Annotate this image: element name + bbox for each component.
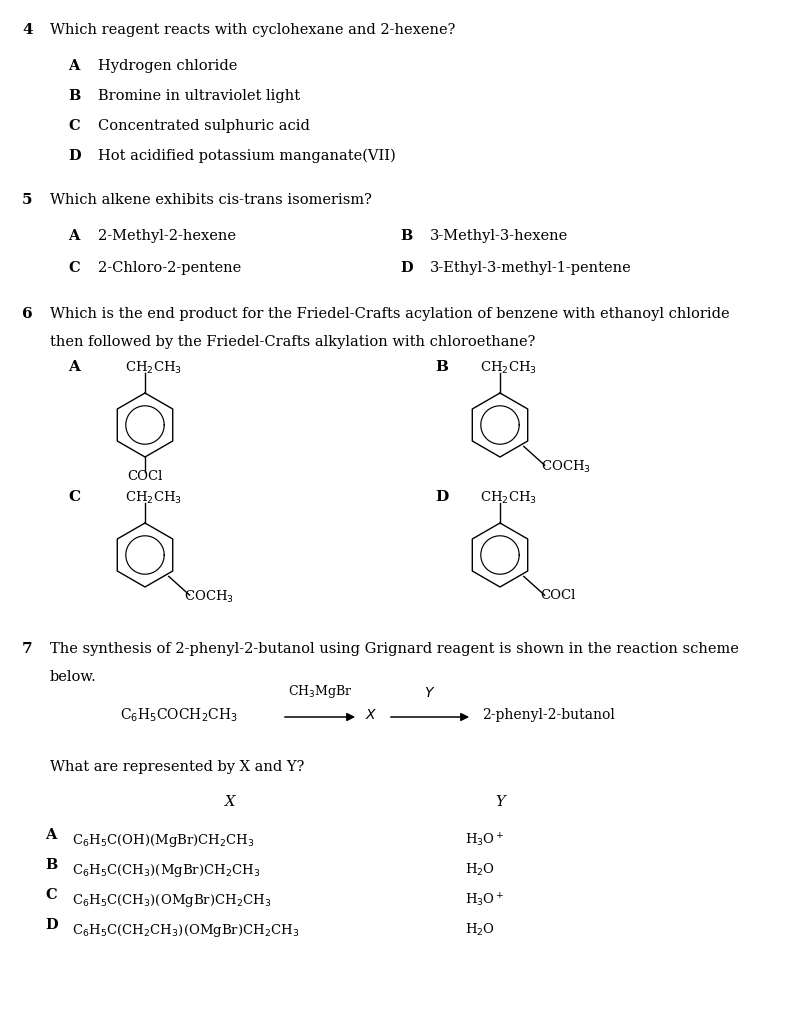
Text: H$_2$O: H$_2$O <box>465 922 495 938</box>
Text: A: A <box>68 360 80 374</box>
Text: D: D <box>68 149 81 163</box>
Text: B: B <box>400 229 412 243</box>
Text: below.: below. <box>50 670 97 684</box>
Text: H$_3$O$^+$: H$_3$O$^+$ <box>465 832 505 850</box>
Text: D: D <box>435 490 448 504</box>
Text: Bromine in ultraviolet light: Bromine in ultraviolet light <box>98 89 300 103</box>
Text: 5: 5 <box>22 193 32 207</box>
Text: COCH$_3$: COCH$_3$ <box>541 459 590 475</box>
Text: C: C <box>68 490 80 504</box>
Text: C$_6$H$_5$C(CH$_3$)(MgBr)CH$_2$CH$_3$: C$_6$H$_5$C(CH$_3$)(MgBr)CH$_2$CH$_3$ <box>72 862 261 879</box>
Text: $X$: $X$ <box>365 708 378 722</box>
Text: Y: Y <box>495 795 505 809</box>
Text: COCH$_3$: COCH$_3$ <box>184 589 233 605</box>
Text: then followed by the Friedel-Crafts alkylation with chloroethane?: then followed by the Friedel-Crafts alky… <box>50 335 535 350</box>
Text: 3-Methyl-3-hexene: 3-Methyl-3-hexene <box>430 229 568 243</box>
Text: C: C <box>45 888 57 902</box>
Text: A: A <box>68 229 79 243</box>
Text: 2-phenyl-2-butanol: 2-phenyl-2-butanol <box>482 708 615 722</box>
Text: Hydrogen chloride: Hydrogen chloride <box>98 59 237 73</box>
Text: What are represented by X and Y?: What are represented by X and Y? <box>50 760 305 774</box>
Text: Hot acidified potassium manganate(VII): Hot acidified potassium manganate(VII) <box>98 149 396 163</box>
Text: Which alkene exhibits cis-trans isomerism?: Which alkene exhibits cis-trans isomeris… <box>50 193 372 207</box>
Text: Concentrated sulphuric acid: Concentrated sulphuric acid <box>98 119 310 133</box>
Text: 2-Chloro-2-pentene: 2-Chloro-2-pentene <box>98 261 241 275</box>
Text: C$_6$H$_5$C(OH)(MgBr)CH$_2$CH$_3$: C$_6$H$_5$C(OH)(MgBr)CH$_2$CH$_3$ <box>72 832 255 849</box>
Text: H$_2$O: H$_2$O <box>465 862 495 878</box>
Text: H$_3$O$^+$: H$_3$O$^+$ <box>465 892 505 909</box>
Text: CH$_2$CH$_3$: CH$_2$CH$_3$ <box>125 360 182 376</box>
Text: A: A <box>68 59 79 73</box>
Text: B: B <box>45 858 57 872</box>
Text: The synthesis of 2-phenyl-2-butanol using Grignard reagent is shown in the react: The synthesis of 2-phenyl-2-butanol usin… <box>50 642 739 656</box>
Text: $Y$: $Y$ <box>425 686 436 700</box>
Text: A: A <box>45 828 57 842</box>
Text: C: C <box>68 119 79 133</box>
Text: 7: 7 <box>22 642 33 656</box>
Text: 2-Methyl-2-hexene: 2-Methyl-2-hexene <box>98 229 236 243</box>
Text: B: B <box>68 89 80 103</box>
Text: 3-Ethyl-3-methyl-1-pentene: 3-Ethyl-3-methyl-1-pentene <box>430 261 632 275</box>
Text: 4: 4 <box>22 23 33 37</box>
Text: C$_6$H$_5$COCH$_2$CH$_3$: C$_6$H$_5$COCH$_2$CH$_3$ <box>120 706 238 724</box>
Text: COCl: COCl <box>127 470 162 483</box>
Text: CH$_2$CH$_3$: CH$_2$CH$_3$ <box>125 490 182 506</box>
Text: C: C <box>68 261 79 275</box>
Text: Which is the end product for the Friedel-Crafts acylation of benzene with ethano: Which is the end product for the Friedel… <box>50 307 729 321</box>
Text: CH$_3$MgBr: CH$_3$MgBr <box>288 683 352 700</box>
Text: C$_6$H$_5$C(CH$_2$CH$_3$)(OMgBr)CH$_2$CH$_3$: C$_6$H$_5$C(CH$_2$CH$_3$)(OMgBr)CH$_2$CH… <box>72 922 299 939</box>
Text: X: X <box>225 795 236 809</box>
Text: C$_6$H$_5$C(CH$_3$)(OMgBr)CH$_2$CH$_3$: C$_6$H$_5$C(CH$_3$)(OMgBr)CH$_2$CH$_3$ <box>72 892 272 909</box>
Text: 6: 6 <box>22 307 33 321</box>
Text: D: D <box>400 261 413 275</box>
Text: COCl: COCl <box>541 589 576 602</box>
Text: D: D <box>45 918 57 932</box>
Text: CH$_2$CH$_3$: CH$_2$CH$_3$ <box>480 490 537 506</box>
Text: CH$_2$CH$_3$: CH$_2$CH$_3$ <box>480 360 537 376</box>
Text: Which reagent reacts with cyclohexane and 2-hexene?: Which reagent reacts with cyclohexane an… <box>50 23 455 37</box>
Text: B: B <box>435 360 448 374</box>
